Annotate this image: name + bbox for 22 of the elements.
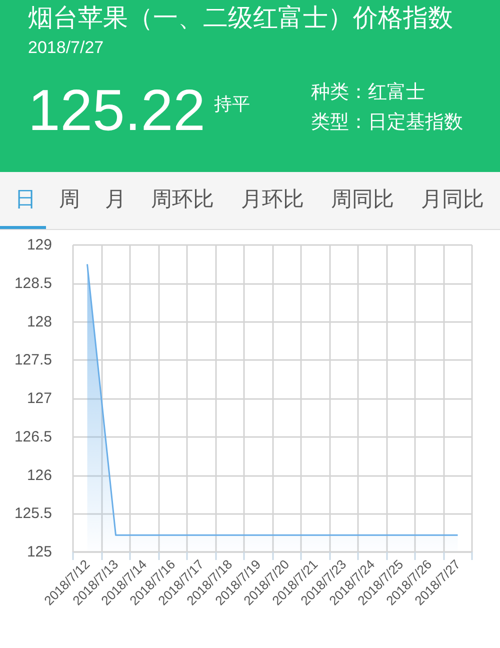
text: 周同比	[331, 188, 394, 212]
text: 月同比	[421, 188, 484, 212]
y-tick-label: 125.5	[14, 505, 52, 522]
text: 持平	[214, 94, 250, 115]
chart-subtitle: 2018/7/27	[28, 38, 104, 58]
y-tick-label: 128.5	[14, 274, 52, 292]
text: 日	[15, 188, 36, 212]
chart-title: 烟台苹果（一、二级红富士）价格指数	[28, 4, 453, 33]
y-tick-label: 127.5	[14, 352, 52, 369]
y-tick-label: 128	[26, 313, 52, 330]
text: 周	[59, 188, 80, 212]
text: 月	[105, 188, 126, 212]
y-tick-label: 126.5	[14, 428, 52, 446]
text: 类型：日定基指数	[311, 112, 463, 134]
text: 125.22	[28, 78, 206, 145]
y-tick-label: 125	[26, 544, 52, 560]
text: 月环比	[241, 188, 304, 212]
y-tick-label: 129	[26, 236, 52, 254]
text: 周环比	[151, 188, 214, 212]
y-tick-label: 127	[26, 390, 52, 407]
text: 种类：红富士	[311, 82, 425, 104]
y-tick-label: 126	[26, 466, 52, 484]
